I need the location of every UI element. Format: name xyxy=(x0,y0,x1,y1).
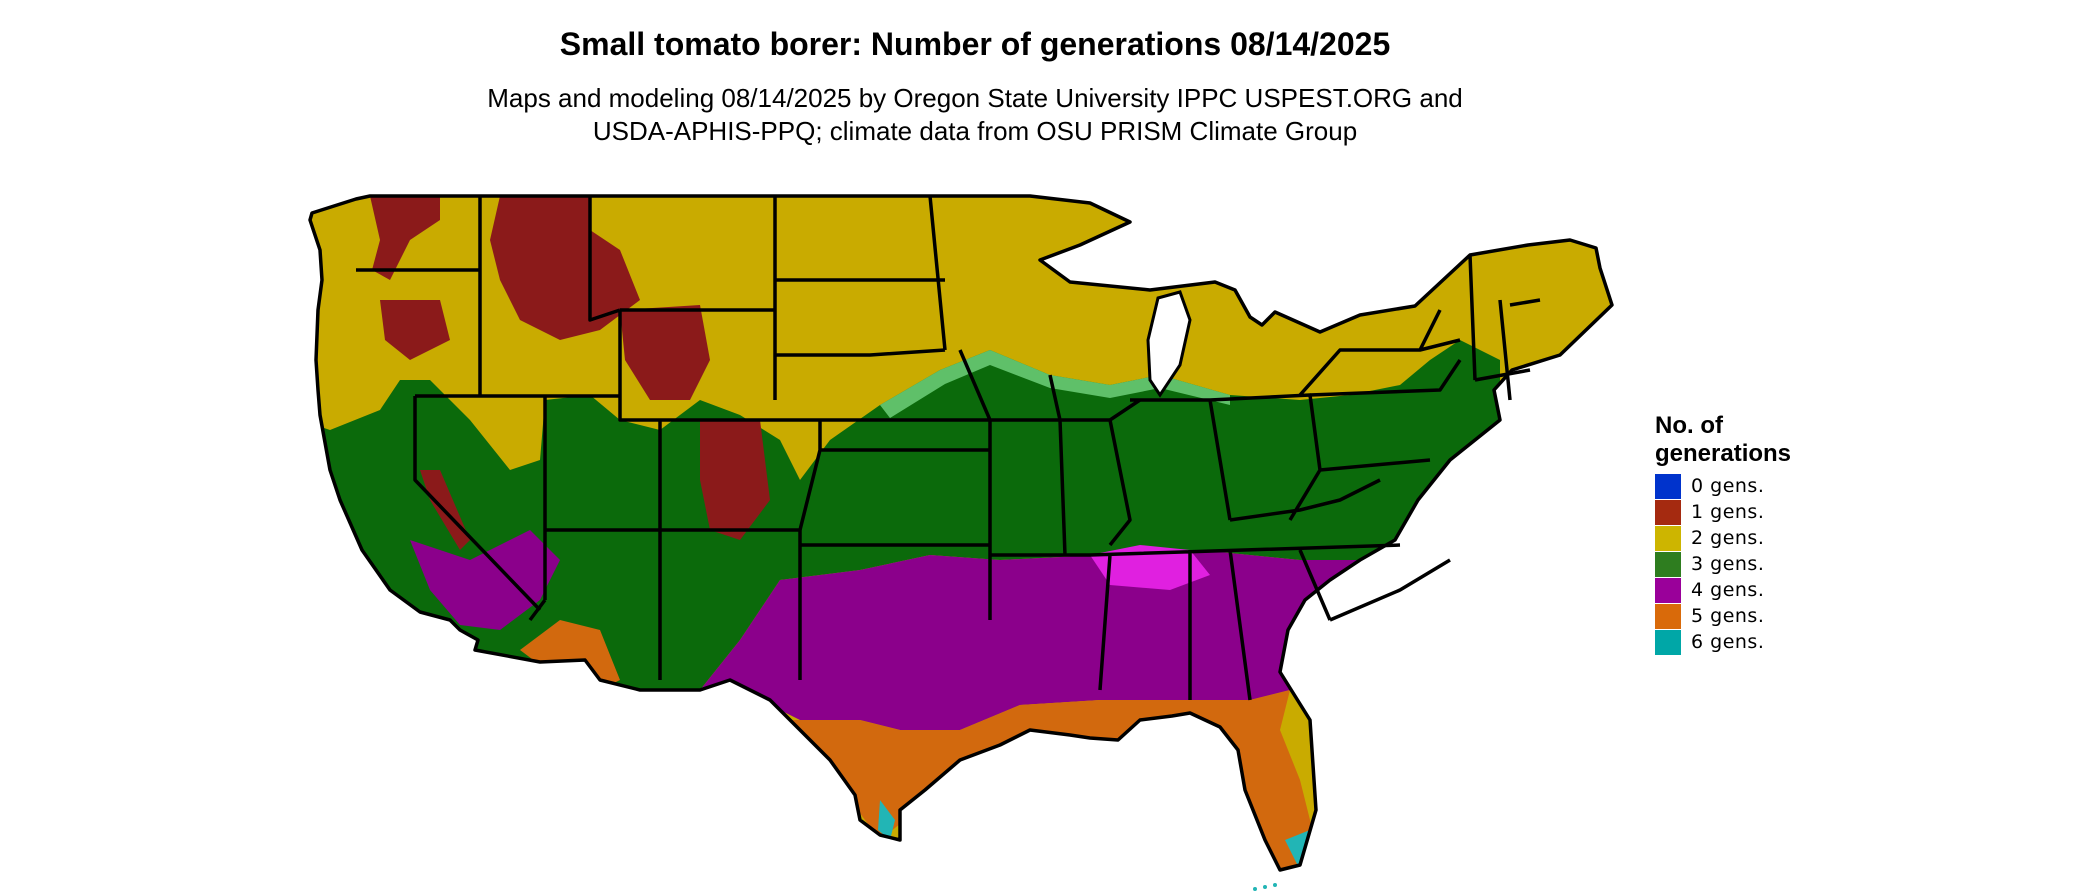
legend-item: 4 gens. xyxy=(1655,578,1855,604)
region-five-gen-gulf xyxy=(760,690,1320,870)
region-four-gen-south xyxy=(700,540,1450,730)
legend: No. of generations 0 gens. 1 gens. 2 gen… xyxy=(1655,412,1855,656)
legend-swatch xyxy=(1655,500,1681,525)
region-one-gen-oregon xyxy=(380,300,450,360)
legend-swatch xyxy=(1655,630,1681,655)
legend-swatch xyxy=(1655,526,1681,551)
region-six-gen-texas xyxy=(878,800,895,840)
state-borders-northeast xyxy=(1298,254,1541,401)
region-one-gen-colorado xyxy=(700,420,770,540)
map-subtitle: Maps and modeling 08/14/2025 by Oregon S… xyxy=(0,82,1950,148)
legend-item: 1 gens. xyxy=(1655,500,1855,526)
legend-label: 5 gens. xyxy=(1691,605,1765,627)
subtitle-line-2: USDA-APHIS-PPQ; climate data from OSU PR… xyxy=(592,116,1358,146)
subtitle-line-1: Maps and modeling 08/14/2025 by Oregon S… xyxy=(487,83,1463,113)
state-borders-east xyxy=(1048,374,1451,701)
map-title: Small tomato borer: Number of generation… xyxy=(559,26,1391,62)
legend-label: 0 gens. xyxy=(1691,475,1765,497)
region-one-gen-idaho xyxy=(490,196,640,340)
legend-title-line-2: generations xyxy=(1655,440,1792,467)
legend-swatch xyxy=(1655,604,1681,629)
legend-label: 4 gens. xyxy=(1691,579,1765,601)
state-borders xyxy=(308,194,1614,872)
map-fill xyxy=(310,196,1612,870)
legend-label: 2 gens. xyxy=(1691,527,1765,549)
region-one-gen-washington xyxy=(370,196,440,280)
legend-item: 2 gens. xyxy=(1655,526,1855,552)
legend-item: 0 gens. xyxy=(1655,474,1855,500)
region-three-gen xyxy=(310,340,1500,690)
legend-items: 0 gens. 1 gens. 2 gens. 3 gens. 4 gens. … xyxy=(1655,474,1855,656)
legend-title-line-1: No. of xyxy=(1655,412,1723,439)
legend-item: 6 gens. xyxy=(1655,630,1855,656)
legend-swatch xyxy=(1655,552,1681,577)
legend-item: 3 gens. xyxy=(1655,552,1855,578)
legend-swatch xyxy=(1655,474,1681,499)
florida-keys xyxy=(1253,883,1277,891)
region-one-gen-wyoming xyxy=(620,305,710,400)
region-four-gen-southwest xyxy=(410,530,560,630)
legend-label: 3 gens. xyxy=(1691,553,1765,575)
lake-michigan xyxy=(1146,290,1192,398)
region-four-gen-bright xyxy=(1090,545,1210,590)
legend-label: 1 gens. xyxy=(1691,501,1765,523)
legend-label: 6 gens. xyxy=(1691,631,1765,653)
legend-item: 5 gens. xyxy=(1655,604,1855,630)
legend-swatch xyxy=(1655,578,1681,603)
legend-title: No. of generations xyxy=(1655,412,1855,468)
